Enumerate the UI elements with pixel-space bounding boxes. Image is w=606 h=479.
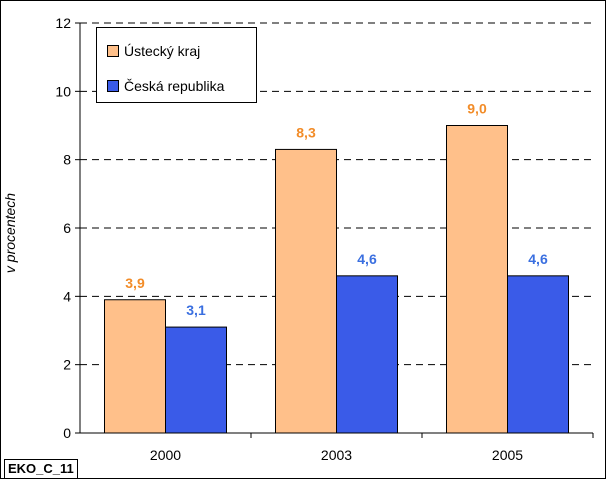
y-tick-label-2: 2 [63,357,71,373]
data-label-ceska-republika-2003: 4,6 [357,251,377,267]
bar-ustecky-kraj-2003 [275,148,337,434]
x-tick-label-2003: 2003 [321,447,352,463]
y-axis-label: v procentech [2,193,18,273]
bar-ustecky-kraj-2005 [446,125,508,434]
legend-swatch-ustecky-kraj [107,45,119,57]
y-tick-label-0: 0 [63,425,71,441]
y-tick-label-6: 6 [63,220,71,236]
data-label-ceska-republika-2005: 4,6 [528,251,548,267]
data-label-ceska-republika-2000: 3,1 [186,302,206,318]
legend-label-ceska-republika: Česká republika [124,78,225,94]
data-label-ustecky-kraj-2005: 9,0 [467,101,487,117]
bar-ceska-republika-2000 [165,326,227,434]
bar-ceska-republika-2003 [336,275,398,434]
legend-item-ustecky-kraj: Ústecký kraj [107,43,200,59]
chart-id-tag: EKO_C_11 [4,459,78,479]
y-tick-label-12: 12 [55,15,71,31]
y-tick-label-8: 8 [63,152,71,168]
legend: Ústecký kraj Česká republika [96,27,257,103]
bar-ceska-republika-2005 [507,275,569,434]
y-tick-label-4: 4 [63,288,71,304]
data-label-ustecky-kraj-2003: 8,3 [296,124,316,140]
legend-swatch-ceska-republika [107,80,119,92]
legend-item-ceska-republika: Česká republika [107,78,224,94]
x-tick-label-2000: 2000 [150,447,181,463]
data-label-ustecky-kraj-2000: 3,9 [125,275,145,291]
x-tick-label-2005: 2005 [492,447,523,463]
legend-label-ustecky-kraj: Ústecký kraj [124,43,201,59]
bar-ustecky-kraj-2000 [104,299,166,434]
y-tick-label-10: 10 [55,83,71,99]
